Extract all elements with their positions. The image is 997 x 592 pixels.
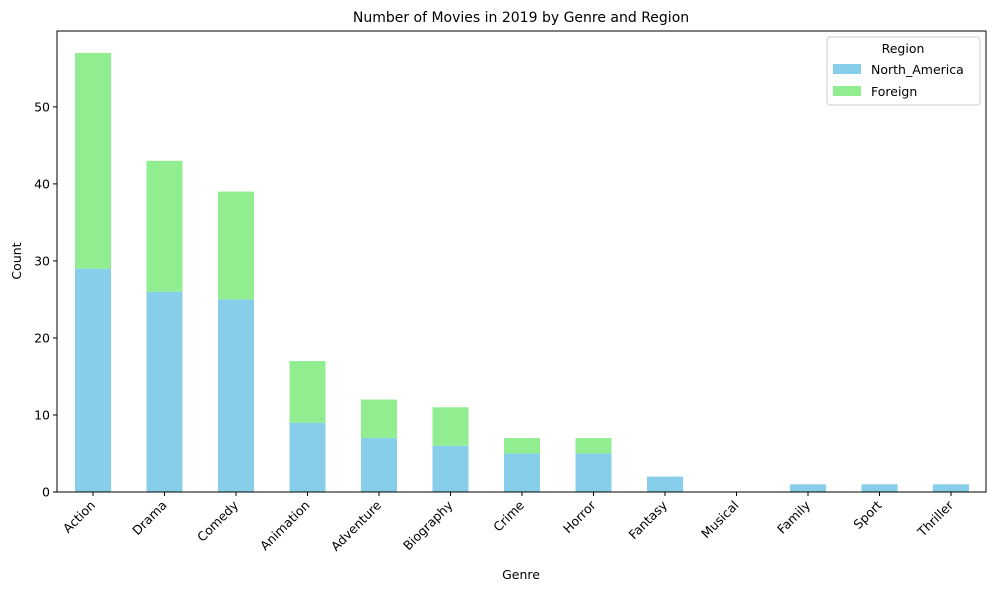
x-axis: Action Drama Comedy Animation Adventure Biogr… (60, 492, 957, 554)
bar-foreign-comedy (218, 191, 254, 300)
y-axis: 0 10 20 30 40 50 (34, 99, 57, 500)
bar-foreign-action (75, 52, 111, 269)
bar-north-america-family (790, 484, 826, 492)
bar-north-america-action (75, 268, 111, 492)
x-tick-label-family: Family (774, 497, 813, 536)
bar-north-america-drama (146, 291, 183, 492)
bar-foreign-adventure (361, 399, 397, 439)
x-tick-label-animation: Animation (257, 498, 313, 554)
y-tick-label: 30 (34, 253, 50, 268)
x-tick-label-crime: Crime (490, 497, 527, 534)
y-tick-label: 40 (34, 176, 50, 191)
bar-foreign-biography (432, 407, 469, 446)
x-tick-label-horror: Horror (560, 497, 599, 536)
legend-label-north-america: North_America (871, 62, 964, 77)
y-axis-label: Count (9, 242, 24, 279)
x-tick-label-comedy: Comedy (194, 497, 242, 545)
bar-north-america-biography (432, 445, 469, 492)
chart-title: Number of Movies in 2019 by Genre and Re… (353, 10, 689, 26)
y-tick-label: 10 (34, 407, 50, 422)
bar-north-america-horror (575, 453, 612, 492)
legend: Region North_America Foreign (826, 36, 981, 106)
y-tick-label: 50 (34, 99, 50, 114)
bar-north-america-adventure (361, 438, 397, 492)
legend-swatch-north-america (833, 64, 861, 74)
x-tick-label-fantasy: Fantasy (625, 497, 670, 542)
bar-north-america-sport (861, 484, 898, 492)
bar-north-america-crime (504, 453, 540, 492)
bar-north-america-comedy (218, 299, 254, 492)
x-tick-label-sport: Sport (850, 497, 884, 531)
plot-frame (56, 30, 987, 493)
y-tick-label: 20 (34, 330, 50, 345)
legend-label-foreign: Foreign (871, 84, 917, 99)
bar-foreign-drama (146, 160, 183, 292)
x-tick-label-biography: Biography (400, 497, 456, 553)
bar-foreign-horror (575, 438, 612, 454)
x-axis-label: Genre (502, 567, 540, 582)
x-tick-label-thriller: Thriller (914, 497, 957, 540)
bar-north-america-animation (289, 422, 326, 492)
x-tick-label-drama: Drama (129, 498, 169, 538)
x-tick-label-musical: Musical (698, 498, 742, 542)
legend-swatch-foreign (833, 86, 861, 96)
x-tick-label-adventure: Adventure (328, 497, 385, 554)
legend-box (826, 36, 981, 106)
x-tick-label-action: Action (60, 498, 98, 536)
bar-north-america-thriller (933, 484, 969, 492)
y-tick-label: 0 (42, 485, 50, 500)
bar-north-america-fantasy (647, 476, 683, 492)
bars-layer (75, 52, 969, 492)
bar-foreign-crime (504, 438, 540, 454)
bar-foreign-animation (289, 361, 326, 423)
legend-title: Region (882, 41, 925, 56)
